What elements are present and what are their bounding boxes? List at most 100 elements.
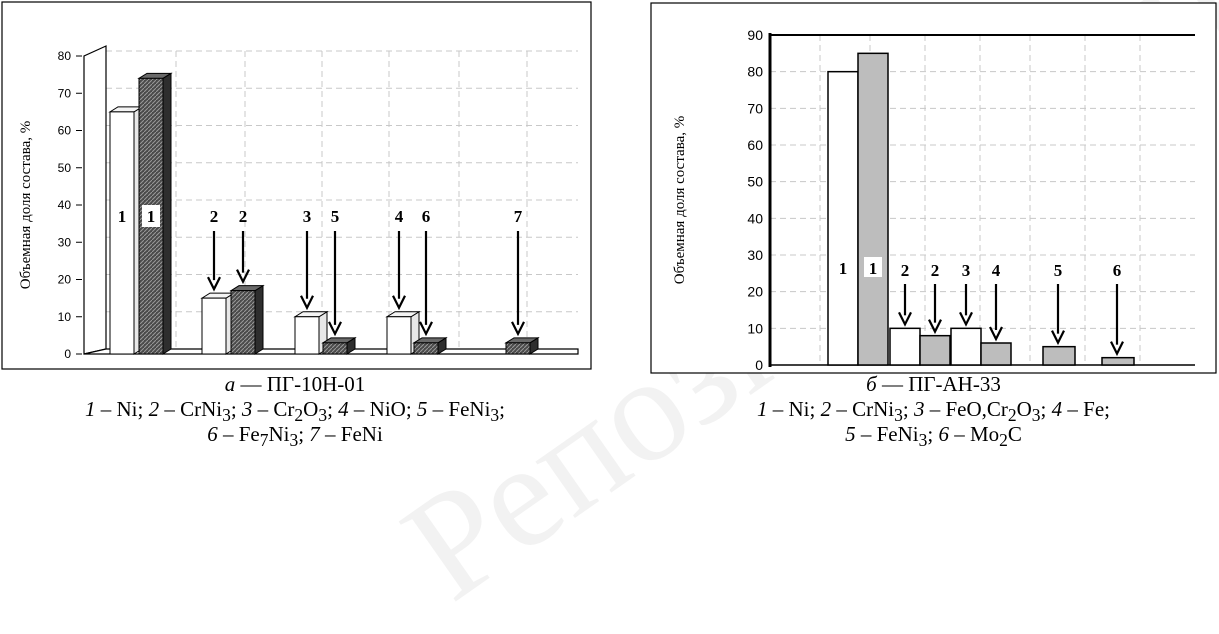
y-tick-label: 40 <box>58 198 72 212</box>
y-tick-label: 20 <box>747 284 763 300</box>
bar-label: 6 <box>1113 261 1122 280</box>
bar-arrow-head <box>207 276 221 292</box>
legend-text: – Fe7Ni3; <box>217 422 310 451</box>
caption-b-title: б — ПГ-АН-33 <box>651 372 1216 396</box>
y-tick-label: 10 <box>58 310 72 324</box>
legend-text: – Cr2O3; <box>252 397 339 426</box>
caption-a-name: — ПГ-10Н-01 <box>235 372 366 396</box>
legend-text: – Mo2C <box>948 422 1022 451</box>
legend-text: – FeNi3; <box>855 422 939 451</box>
bar <box>505 342 531 355</box>
caption-a-legend-line2: 6 – Fe7Ni3; 7 – FeNi <box>0 422 590 452</box>
legend-number: 6 <box>938 422 949 446</box>
bar <box>201 297 227 355</box>
y-axis-label: Объемная доля состава, % <box>672 116 688 285</box>
bar-arrow-head <box>1051 330 1065 346</box>
legend-text: – CrNi3; <box>831 397 914 426</box>
bar-label: 6 <box>422 207 431 226</box>
y-tick-label: 80 <box>747 64 763 80</box>
bar-label: 3 <box>962 261 971 280</box>
caption-b-name: — ПГ-АН-33 <box>876 372 1001 396</box>
bar-label: 4 <box>395 207 404 226</box>
bar <box>827 70 859 366</box>
legend-text: – Ni; <box>95 397 149 421</box>
bar-label: 2 <box>210 207 219 226</box>
bar <box>980 342 1012 366</box>
bar <box>919 334 951 366</box>
legend-text: – FeNi3; <box>427 397 506 426</box>
y-tick-label: 50 <box>58 161 72 175</box>
legend-text: – NiO; <box>348 397 417 421</box>
bar-side <box>162 72 172 355</box>
bar-label-bg <box>864 257 882 277</box>
bar <box>1042 345 1076 366</box>
y-tick-label: 80 <box>58 49 72 63</box>
legend-text: – Ni; <box>767 397 821 421</box>
bar-arrow-head <box>419 321 433 337</box>
y-tick-label: 70 <box>58 86 72 100</box>
bar-arrow-head <box>511 321 525 337</box>
legend-number: 3 <box>913 397 925 421</box>
y-tick-label: 60 <box>747 137 763 153</box>
legend-number: 2 <box>820 397 832 421</box>
caption-a-letter: а <box>224 372 236 396</box>
bar <box>413 342 439 355</box>
bar-arrow-head <box>959 311 973 327</box>
bar-arrow-head <box>328 321 342 337</box>
chart-b: 0 10 20 30 40 50 60 70 80 90 Объемная доля состава… <box>672 27 1195 373</box>
bar-label-bg <box>834 257 852 277</box>
bar-label: 7 <box>514 207 523 226</box>
bar-arrow-head <box>1110 341 1124 357</box>
bar-label: 2 <box>931 261 940 280</box>
panel-b-frame <box>650 2 1217 374</box>
legend-number: 5 <box>416 397 428 421</box>
legend-number: 7 <box>309 422 320 446</box>
bar <box>386 316 412 355</box>
legend-number: 6 <box>207 422 218 446</box>
bar <box>1101 356 1135 366</box>
y-tick-label: 50 <box>747 174 763 190</box>
caption-b-legend-line1: 1 – Ni; 2 – CrNi3; 3 – FeO,Cr2O3; 4 – Fe… <box>651 397 1216 427</box>
bar-label: 2 <box>901 261 910 280</box>
y-tick-label: 0 <box>64 347 71 361</box>
bar-label: 5 <box>331 207 340 226</box>
y-tick-label: 30 <box>747 247 763 263</box>
y-tick-label: 20 <box>58 273 72 287</box>
bar <box>889 327 921 366</box>
legend-number: 4 <box>338 397 349 421</box>
bar-label: 1 <box>147 207 156 226</box>
bar <box>230 290 256 355</box>
y-tick-label: 90 <box>747 27 763 43</box>
legend-number: 3 <box>241 397 253 421</box>
bar-arrow-head <box>392 295 406 311</box>
y-tick-label: 70 <box>747 100 763 116</box>
caption-b-legend-line2: 5 – FeNi3; 6 – Mo2C <box>651 422 1216 452</box>
bar-label: 2 <box>239 207 248 226</box>
y-tick-label: 60 <box>58 124 72 138</box>
legend-text: – FeO,Cr2O3; <box>924 397 1052 426</box>
bar-arrow-head <box>300 295 314 311</box>
caption-b-letter: б <box>866 372 877 396</box>
bar-arrow-head <box>928 319 942 335</box>
caption-a-legend-line1: 1 – Ni; 2 – CrNi3; 3 – Cr2O3; 4 – NiO; 5… <box>0 397 590 427</box>
y-tick-label: 10 <box>747 320 763 336</box>
y-tick-label: 0 <box>755 357 763 373</box>
legend-text: – Fe; <box>1062 397 1110 421</box>
legend-number: 5 <box>845 422 856 446</box>
legend-number: 4 <box>1051 397 1063 421</box>
y-tick-label: 40 <box>747 210 763 226</box>
bar-label: 4 <box>992 261 1001 280</box>
bar-label: 3 <box>303 207 312 226</box>
bar <box>950 327 982 366</box>
legend-text: – CrNi3; <box>159 397 242 426</box>
y-axis-label: Объемная доля состава, % <box>18 121 34 290</box>
y-tick-label: 30 <box>58 235 72 249</box>
caption-a-title: а — ПГ-10Н-01 <box>0 372 590 396</box>
bar-arrow-head <box>898 311 912 327</box>
bar-label: 5 <box>1054 261 1063 280</box>
legend-number: 1 <box>757 397 768 421</box>
bar <box>109 111 135 355</box>
bar <box>322 342 348 355</box>
legend-number: 2 <box>148 397 160 421</box>
